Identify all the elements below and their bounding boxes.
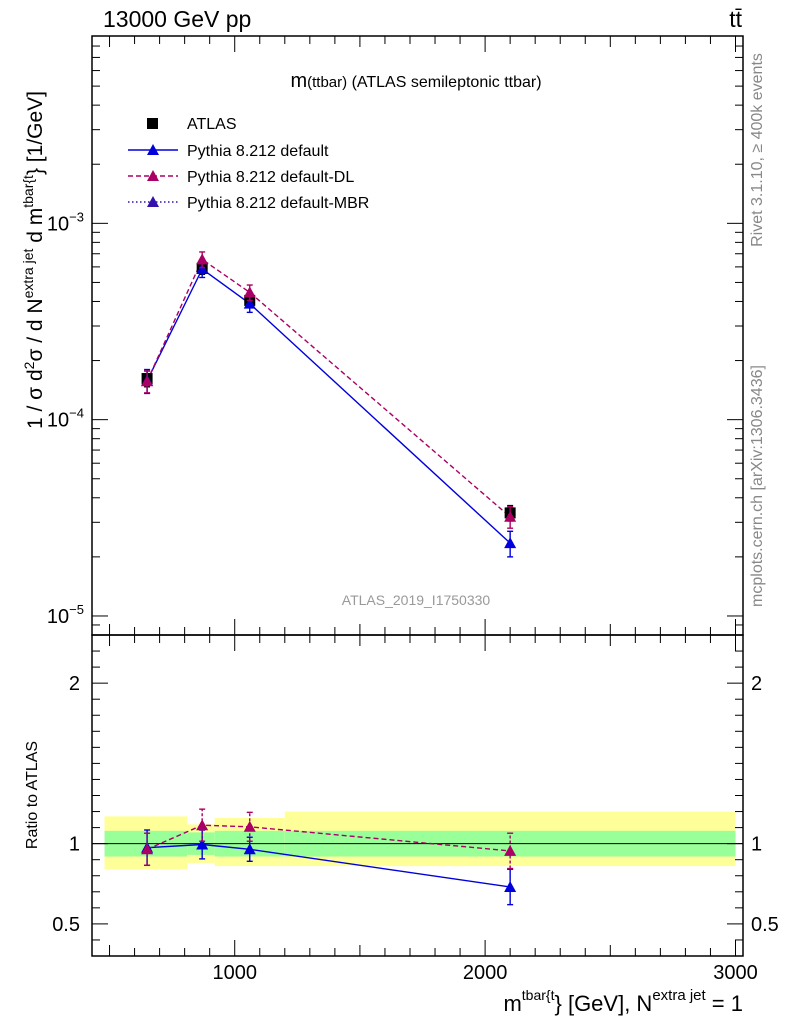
ratio-point-default xyxy=(196,838,209,850)
ratio-ytick-label-right: 0.5 xyxy=(751,914,779,936)
ylabel-a: 1 / σ d xyxy=(24,369,47,429)
ratio-point-default xyxy=(243,843,256,855)
main-point-dl xyxy=(504,510,517,522)
rivet-label: Rivet 3.1.10, ≥ 400k events xyxy=(749,53,766,247)
title-rest: (ATLAS semileptonic ttbar) xyxy=(347,74,541,91)
main-panel: 10−510−410−3 m(ttbar) (ATLAS semileptoni… xyxy=(20,35,744,636)
ratio-point-dl xyxy=(196,819,209,831)
ytick-base: 10 xyxy=(47,410,69,432)
legend-atlas-marker xyxy=(147,118,158,129)
main-line-dl xyxy=(146,258,511,518)
ratio-panel: 0.5 0.5 1 1 2 2 1000 2000 3000 Ratio to ATLAS mt… xyxy=(24,634,779,1016)
xlabel-c: } [GeV], N xyxy=(555,991,653,1016)
ylabel-f: tbar{t xyxy=(20,175,36,208)
legend-dl-marker xyxy=(147,170,159,181)
main-ylabel: 1 / σ d2σ / d Nextra jet d mtbar{t} [1/G… xyxy=(20,91,47,429)
main-point-dl xyxy=(141,375,154,387)
title-m: m xyxy=(290,70,307,92)
main-point-default xyxy=(196,263,209,275)
ratio-point-group-dl xyxy=(243,811,256,842)
xtick-label: 2000 xyxy=(463,962,508,984)
main-ytick-label: 10−5 xyxy=(47,602,84,628)
xtick-label: 3000 xyxy=(713,962,758,984)
main-axis-ticks: 10−510−410−3 xyxy=(47,36,743,636)
analysis-tag: ATLAS_2019_I1750330 xyxy=(342,592,491,608)
xlabel-e: = 1 xyxy=(706,991,743,1016)
title-sub: (ttbar) xyxy=(307,74,347,91)
main-point-default xyxy=(504,537,517,549)
ytick-exp: −3 xyxy=(69,209,84,224)
main-ytick-label: 10−4 xyxy=(47,406,84,432)
ratio-point-group-dl xyxy=(141,832,154,867)
energy-label: 13000 GeV pp xyxy=(103,6,251,32)
main-ytick-label: 10−3 xyxy=(47,209,84,235)
main-series-group xyxy=(141,251,517,558)
legend-dl-label: Pythia 8.212 default-DL xyxy=(187,169,354,186)
ylabel-d: extra jet xyxy=(20,248,36,298)
ylabel-c: σ / d N xyxy=(24,298,47,361)
ratio-ytick-label-left: 2 xyxy=(69,673,80,695)
ratio-point-group-dl xyxy=(196,808,209,842)
xtick-label: 1000 xyxy=(212,962,257,984)
main-line-default xyxy=(146,267,511,544)
ytick-exp: −5 xyxy=(69,602,84,617)
ratio-line-default xyxy=(147,843,511,888)
legend: ATLAS Pythia 8.212 default Pythia 8.212 … xyxy=(128,116,369,212)
legend-mbr-marker xyxy=(147,196,159,207)
ytick-exp: −4 xyxy=(69,406,84,421)
ratio-line-dl xyxy=(146,824,511,852)
ratio-ytick-label-right: 2 xyxy=(751,673,762,695)
ylabel-g: } [1/GeV] xyxy=(24,91,47,175)
xlabel-b: tbar{t xyxy=(522,987,555,1003)
main-point-dl xyxy=(196,253,209,265)
ratio-ytick-label-right: 1 xyxy=(751,834,762,856)
ytick-base: 10 xyxy=(47,213,69,235)
ratio-ytick-label-left: 0.5 xyxy=(52,914,80,936)
ratio-point-default xyxy=(504,880,517,892)
ylabel-e: d m xyxy=(24,208,47,249)
x-axis-label: mtbar{t} [GeV], Nextra jet = 1 xyxy=(503,987,743,1016)
ytick-base: 10 xyxy=(47,606,69,628)
ratio-ylabel: Ratio to ATLAS xyxy=(24,741,41,849)
xlabel-d: extra jet xyxy=(652,987,706,1004)
xlabel-a: m xyxy=(503,991,521,1016)
ratio-ytick-label-left: 1 xyxy=(69,834,80,856)
ratio-frame xyxy=(91,634,744,957)
ratio-point-dl xyxy=(141,843,154,855)
main-title: m(ttbar) (ATLAS semileptonic ttbar) xyxy=(290,70,541,92)
ratio-axis-ticks: 0.5 0.5 1 1 2 2 1000 2000 3000 xyxy=(52,635,779,984)
mcplots-label: mcplots.cern.ch [arXiv:1306.3436] xyxy=(749,365,766,607)
ratio-point-group-dl xyxy=(504,832,517,870)
ratio-point-group-default xyxy=(504,868,517,906)
ratio-series-group xyxy=(141,808,517,906)
main-point-dl xyxy=(243,286,256,298)
main-point-default xyxy=(243,297,256,309)
ratio-point-dl xyxy=(504,844,517,856)
process-label: tt̄ xyxy=(729,6,742,32)
ratio-bands-group xyxy=(104,811,736,870)
ylabel-b: 2 xyxy=(21,361,37,369)
legend-default-marker xyxy=(147,144,159,155)
legend-mbr-label: Pythia 8.212 default-MBR xyxy=(187,195,369,212)
legend-atlas-label: ATLAS xyxy=(187,116,237,133)
legend-default-label: Pythia 8.212 default xyxy=(187,143,329,160)
ratio-point-dl xyxy=(243,820,256,832)
